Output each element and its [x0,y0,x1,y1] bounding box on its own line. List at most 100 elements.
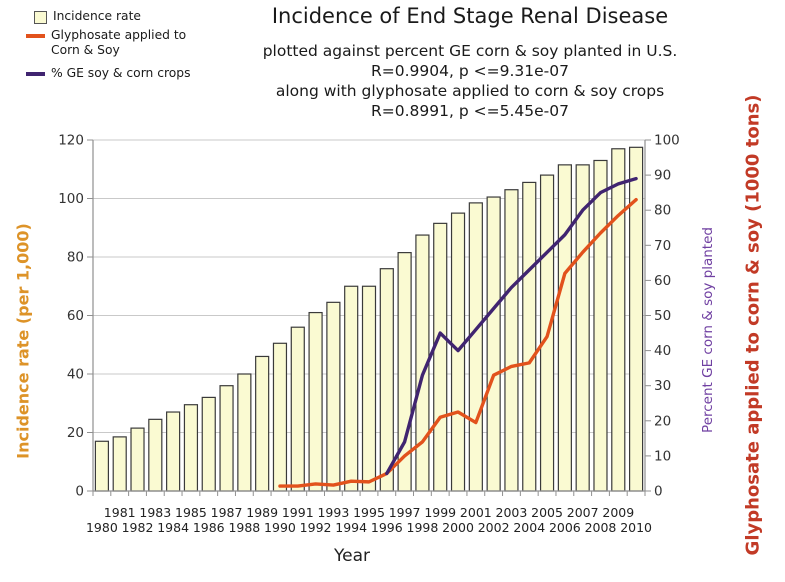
svg-text:1998: 1998 [407,520,439,535]
svg-text:2008: 2008 [585,520,617,535]
bar-1986 [201,396,216,492]
legend-item-ge: % GE soy & corn crops [26,66,236,81]
bar-1994 [344,285,359,492]
svg-text:60: 60 [654,273,671,289]
bar-1987 [219,385,234,492]
bar-2006 [557,164,572,492]
svg-text:1982: 1982 [122,520,154,535]
svg-text:1984: 1984 [157,520,189,535]
chart-header: Incidence of End Stage Renal Disease plo… [150,3,785,121]
svg-text:1997: 1997 [389,505,421,520]
bar-2004 [522,181,537,492]
chart-subtitle-3: along with glyphosate applied to corn & … [275,82,665,100]
year-labels: 1980198119821983198419851986198719881989… [86,505,652,535]
svg-text:20: 20 [67,425,84,441]
bar-1982 [130,427,145,492]
svg-text:1980: 1980 [86,520,118,535]
svg-text:2003: 2003 [496,505,528,520]
legend-label-glyphosate: Glyphosate applied to Corn & Soy [51,28,187,57]
svg-text:60: 60 [67,308,84,324]
svg-text:40: 40 [654,343,671,359]
svg-text:20: 20 [654,413,671,429]
chart-subtitle-4: R=0.8991, p <=5.45e-07 [371,102,569,120]
svg-text:0: 0 [75,484,84,500]
bar-1995 [361,285,377,492]
bar-1999 [433,222,448,492]
svg-text:40: 40 [67,367,84,383]
incidence-bar-swatch-icon [34,11,47,24]
svg-text:80: 80 [654,203,671,219]
bar-2003 [504,189,519,492]
svg-text:2002: 2002 [478,520,510,535]
bar-1984 [166,411,181,492]
bar-1992 [308,311,323,492]
svg-text:100: 100 [58,191,84,207]
svg-text:50: 50 [654,308,671,324]
legend-item-incidence: Incidence rate [26,9,236,24]
bar-1990 [272,342,288,492]
svg-text:1987: 1987 [211,505,243,520]
svg-text:1993: 1993 [317,505,349,520]
svg-text:1983: 1983 [139,505,171,520]
legend-label-incidence: Incidence rate [53,9,141,23]
left-axis-title: Incidence rate (per 1,000) [13,223,33,459]
svg-text:120: 120 [58,133,84,149]
bar-2008 [593,159,608,492]
svg-text:1991: 1991 [282,505,314,520]
svg-text:2005: 2005 [531,505,563,520]
svg-text:10: 10 [654,448,671,464]
svg-text:1989: 1989 [246,505,278,520]
svg-text:1994: 1994 [335,520,367,535]
x-axis-title: Year [334,546,370,566]
glyphosate-line [278,197,638,488]
bar-1988 [237,373,252,492]
bar-1980 [94,440,110,492]
svg-text:1981: 1981 [104,505,136,520]
svg-text:0: 0 [654,484,663,500]
svg-text:30: 30 [654,378,671,394]
bar-1993 [326,301,341,492]
glyphosate-line-swatch-icon [26,34,45,38]
bar-2002 [486,196,501,492]
bar-1989 [255,355,270,492]
svg-text:90: 90 [654,168,671,184]
svg-text:100: 100 [654,133,680,149]
svg-text:70: 70 [654,238,671,254]
svg-text:2009: 2009 [602,505,634,520]
svg-text:80: 80 [67,250,84,266]
legend-item-glyphosate: Glyphosate applied to Corn & Soy [26,28,236,58]
bar-1983 [148,418,163,492]
svg-text:2004: 2004 [513,520,545,535]
chart-title: Incidence of End Stage Renal Disease [271,4,669,28]
svg-text:1995: 1995 [353,505,385,520]
svg-text:2010: 2010 [620,520,652,535]
chart-subtitle-1: plotted against percent GE corn & soy pl… [262,42,678,60]
bar-1991 [290,326,305,492]
chart-subtitle-2: R=0.9904, p <=9.31e-07 [371,62,569,80]
svg-text:1999: 1999 [424,505,456,520]
svg-text:2006: 2006 [549,520,581,535]
svg-text:1986: 1986 [193,520,225,535]
right-axis-title-percent-ge: Percent GE corn & soy planted [700,227,716,433]
svg-text:1990: 1990 [264,520,296,535]
svg-text:1985: 1985 [175,505,207,520]
left-axis-ticks: 0 20 40 60 80 100 120 [58,133,93,500]
legend: Incidence rate Glyphosate applied to Cor… [26,9,236,85]
svg-text:2000: 2000 [442,520,474,535]
ge-line-swatch-icon [26,72,45,76]
bar-2009 [611,148,626,492]
bar-2001 [468,202,483,492]
right-axis-title-glyphosate: Glyphosate applied to corn & soy (1000 t… [742,94,764,556]
right-axis-ticks: 0 10 20 30 40 50 60 70 80 90 100 [645,133,680,500]
bar-1981 [112,436,127,492]
svg-text:1992: 1992 [300,520,332,535]
svg-text:1996: 1996 [371,520,403,535]
legend-label-ge: % GE soy & corn crops [51,66,191,80]
bar-1996 [379,268,394,492]
svg-text:2007: 2007 [567,505,599,520]
bar-1985 [183,404,199,492]
svg-text:2001: 2001 [460,505,492,520]
svg-text:1988: 1988 [228,520,260,535]
